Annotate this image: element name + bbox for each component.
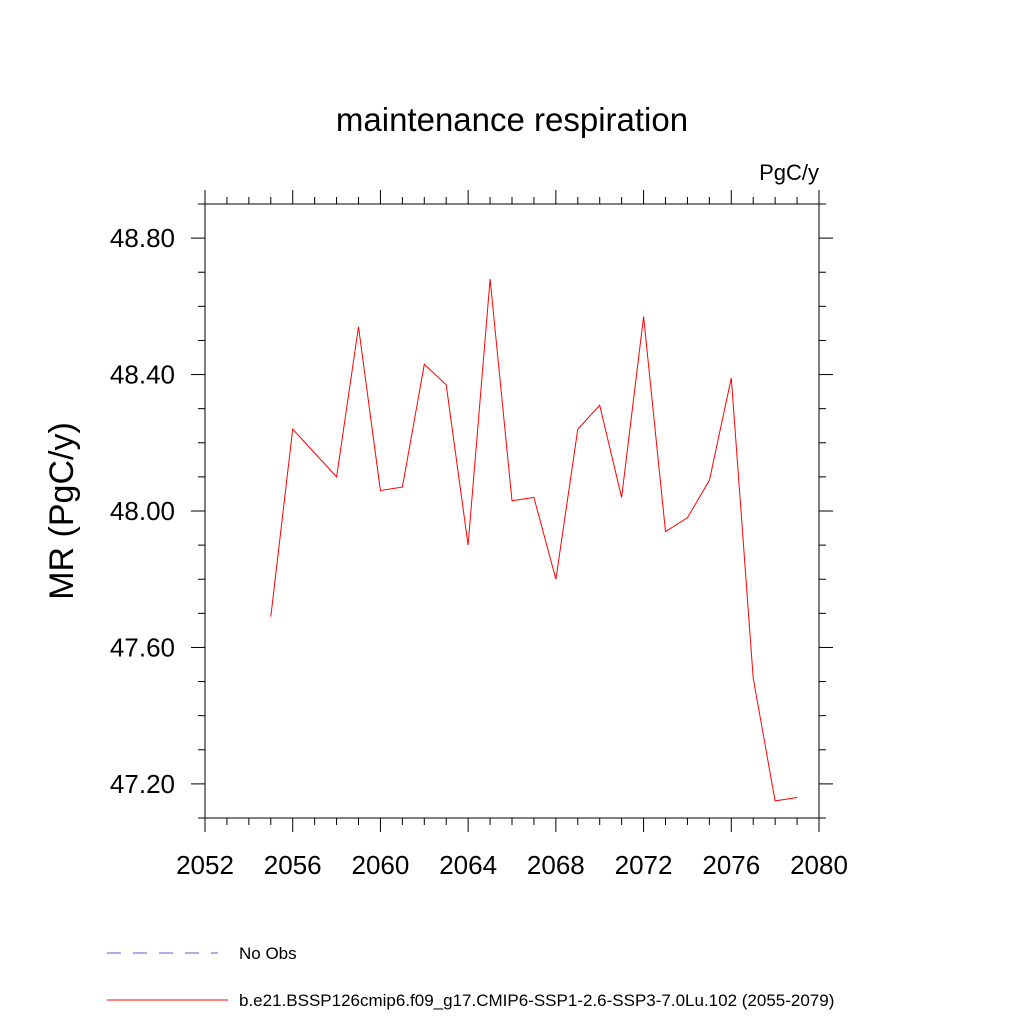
x-tick-label: 2052 bbox=[176, 850, 234, 880]
x-tick-label: 2080 bbox=[790, 850, 848, 880]
plot-frame bbox=[204, 203, 820, 819]
x-tick-label: 2076 bbox=[702, 850, 760, 880]
y-tick-labels: 47.20 47.60 48.00 48.40 48.80 bbox=[110, 223, 175, 799]
legend-label-model: b.e21.BSSP126cmip6.f09_g17.CMIP6-SSP1-2.… bbox=[239, 991, 834, 1010]
units-label: PgC/y bbox=[759, 160, 819, 185]
y-tick-label: 48.00 bbox=[110, 496, 175, 526]
chart-title: maintenance respiration bbox=[336, 101, 688, 138]
y-axis-label: MR (PgC/y) bbox=[43, 422, 81, 600]
axis-ticks bbox=[191, 190, 833, 832]
series-lines bbox=[270, 278, 798, 802]
x-tick-label: 2064 bbox=[439, 850, 497, 880]
x-tick-labels: 2052 2056 2060 2064 2068 2072 2076 2080 bbox=[176, 850, 848, 880]
x-tick-label: 2068 bbox=[527, 850, 585, 880]
y-tick-label: 48.80 bbox=[110, 223, 175, 253]
x-tick-label: 2060 bbox=[352, 850, 410, 880]
y-tick-label: 47.60 bbox=[110, 632, 175, 662]
series-line bbox=[270, 278, 798, 802]
y-tick-label: 47.20 bbox=[110, 769, 175, 799]
y-tick-label: 48.40 bbox=[110, 360, 175, 390]
x-tick-label: 2056 bbox=[264, 850, 322, 880]
x-tick-label: 2072 bbox=[615, 850, 673, 880]
legend-label-no-obs: No Obs bbox=[239, 944, 297, 963]
legend: No Obs b.e21.BSSP126cmip6.f09_g17.CMIP6-… bbox=[107, 944, 834, 1010]
